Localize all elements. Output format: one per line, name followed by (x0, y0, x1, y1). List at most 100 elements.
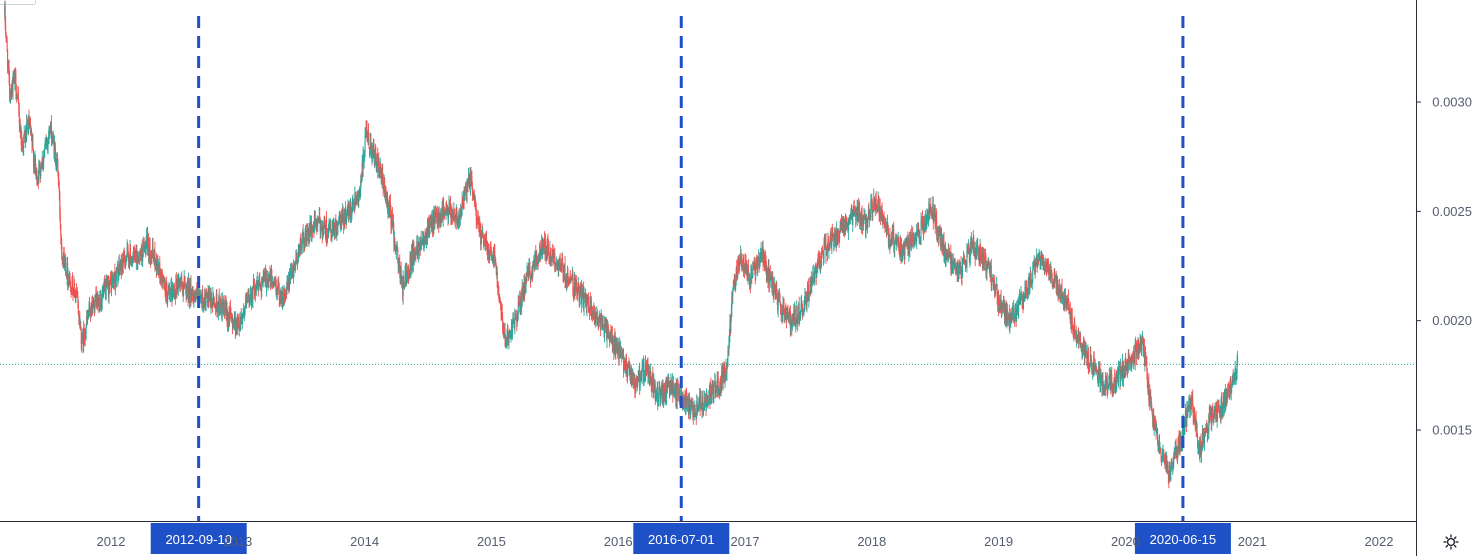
candle-body (787, 307, 789, 316)
candle-body (405, 270, 407, 272)
candle-body (361, 180, 363, 182)
candle-body (83, 327, 85, 337)
candle-body (337, 222, 339, 224)
candle-body (354, 191, 356, 205)
candle-5 (6, 35, 8, 53)
candle-129 (67, 257, 69, 291)
candle-body (243, 311, 245, 314)
candle-body (390, 215, 392, 227)
candle-180 (91, 295, 93, 316)
candle-241 (121, 252, 123, 276)
candle-706 (348, 201, 350, 222)
candle-body (567, 271, 569, 280)
candle-body (8, 65, 10, 67)
candle-994 (488, 250, 490, 264)
candle-body (674, 388, 676, 391)
candle-body (346, 213, 348, 221)
candle-body (320, 225, 322, 233)
candle-1654 (810, 271, 812, 292)
candle-1041 (511, 319, 513, 340)
candle-body (339, 215, 341, 223)
candle-body (621, 355, 623, 357)
candles-layer (4, 0, 1239, 489)
candle-body (751, 276, 753, 277)
candle-1335 (655, 389, 657, 402)
candle-body (690, 405, 692, 408)
candle-body (382, 177, 384, 189)
candle-body (775, 292, 777, 299)
candle-1594 (781, 304, 783, 325)
candle-body (574, 281, 576, 296)
candle-body (620, 348, 622, 358)
candle-402 (200, 289, 202, 299)
candle-body (316, 223, 318, 227)
candle-145 (74, 295, 76, 303)
candle-1661 (814, 266, 816, 286)
candle-body (558, 267, 560, 269)
candle-1544 (757, 257, 759, 277)
candle-body (808, 292, 810, 294)
candle-body (786, 308, 788, 321)
candle-body (115, 270, 117, 282)
candle-body (54, 143, 56, 148)
candle-1305 (640, 370, 642, 380)
candle-body (327, 234, 329, 239)
candle-body (777, 297, 779, 311)
candle-949 (467, 178, 469, 192)
candle-1489 (730, 315, 732, 334)
candle-719 (354, 191, 356, 209)
candle-body (240, 316, 242, 322)
candle-body (314, 217, 316, 219)
candle-body (79, 315, 81, 328)
candle-1430 (701, 401, 703, 419)
candle-body (134, 255, 136, 257)
candle-body (624, 364, 626, 367)
candle-1604 (786, 306, 788, 321)
candle-body (514, 313, 516, 329)
candle-552 (273, 278, 275, 288)
candle-body (768, 267, 770, 285)
candle-body (654, 384, 656, 400)
candle-body (503, 330, 505, 337)
candle-1627 (797, 314, 799, 324)
candle-body (255, 289, 257, 292)
candle-body (199, 297, 201, 300)
candle-body (420, 237, 422, 250)
candle-body (651, 381, 653, 391)
candle-1149 (564, 256, 566, 289)
candle-body (76, 292, 78, 295)
candle-body (557, 261, 559, 266)
candle-170 (87, 310, 89, 325)
candle-body (727, 349, 729, 365)
candle-body (706, 393, 708, 400)
candle-1115 (547, 239, 549, 256)
candle-478 (237, 313, 239, 336)
candle-604 (298, 244, 300, 256)
candle-body (520, 307, 522, 310)
candle-body (485, 239, 487, 244)
candle-body (223, 301, 225, 310)
candle-body (676, 386, 678, 401)
candle-70 (38, 159, 40, 184)
candle-1579 (774, 282, 776, 294)
candle-body (9, 76, 11, 95)
candle-body (22, 145, 24, 150)
candle-735 (362, 146, 364, 178)
candle-154 (79, 310, 81, 329)
candle-body (759, 260, 761, 263)
candle-808 (398, 258, 400, 273)
candle-body (81, 334, 83, 342)
candle-body (369, 141, 371, 150)
candle-1296 (636, 376, 638, 388)
candle-1224 (601, 312, 603, 322)
candle-body (626, 361, 627, 364)
candle-body (554, 264, 556, 269)
candle-body (64, 259, 66, 269)
candle-body (506, 334, 508, 341)
candle-3 (5, 31, 7, 43)
candle-body (811, 279, 813, 284)
candle-490 (243, 303, 245, 319)
candle-body (382, 172, 384, 178)
candle-859 (423, 231, 425, 251)
candle-102 (53, 135, 55, 162)
